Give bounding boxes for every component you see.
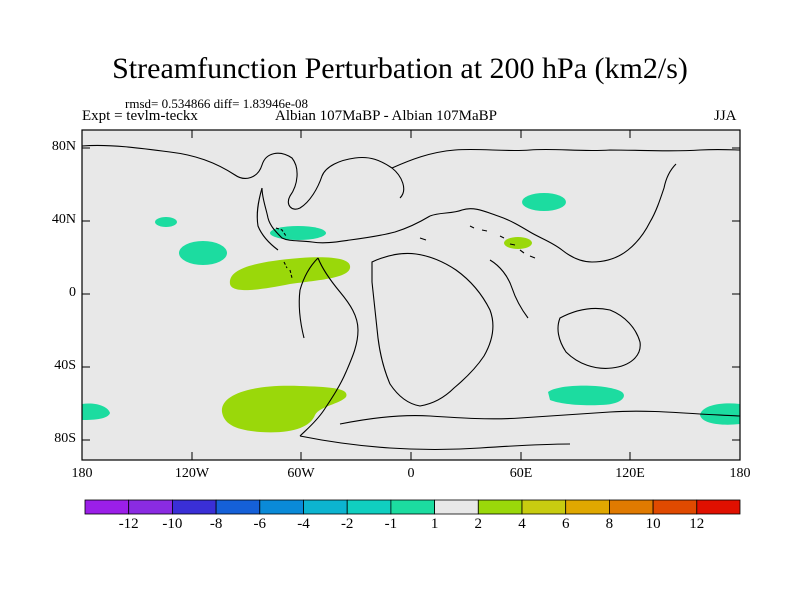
lat-label: 40S (54, 358, 76, 373)
map-title: Streamfunction Perturbation at 200 hPa (… (112, 52, 688, 85)
colorbar-label: 6 (561, 516, 570, 532)
colorbar-label: -2 (340, 516, 354, 532)
colorbar-box (565, 499, 610, 515)
lon-label: 120W (174, 466, 210, 481)
colorbar-box (215, 499, 261, 515)
lat-label: 80S (54, 431, 76, 446)
colorbar-box (477, 499, 523, 515)
lon-label: 120E (615, 466, 645, 481)
colorbar-box (346, 499, 392, 515)
colorbar-label: -10 (162, 516, 183, 532)
anomaly-patch (504, 237, 532, 249)
colorbar-box (434, 499, 479, 515)
colorbar-box (696, 499, 741, 515)
anomaly-patch (700, 403, 740, 425)
anomaly-patch (229, 257, 351, 291)
lon-label: 0 (407, 466, 415, 481)
colorbar-box (259, 499, 304, 515)
lat-label: 0 (69, 285, 76, 300)
colorbar-label: 10 (645, 516, 661, 532)
colorbar-box (609, 499, 654, 515)
colorbar-box (390, 499, 435, 515)
season-label: JJA (714, 108, 737, 124)
colorbar-box (128, 499, 173, 515)
lat-label: 40N (51, 212, 76, 227)
anomaly-patch (179, 241, 227, 265)
anomaly-patch (270, 226, 326, 240)
colorbar-box (303, 499, 348, 515)
colorbar-label: 2 (474, 516, 483, 532)
colorbar-label: -4 (297, 516, 310, 532)
anomaly-layer (82, 193, 740, 433)
lon-label: 60W (287, 466, 315, 481)
axis-ticks (81, 130, 741, 460)
lon-label: 180 (71, 466, 93, 481)
lon-label: 60E (509, 466, 533, 481)
colorbar-box (652, 499, 698, 515)
colorbar-label: -8 (209, 516, 223, 532)
anomaly-patch (155, 217, 177, 227)
stats-text: rmsd= 0.534866 diff= 1.83946e-08 (125, 96, 309, 111)
lon-label: 180 (729, 466, 751, 481)
experiment-label: Expt = tevlm-teckx (82, 108, 198, 124)
lat-label: 80N (51, 139, 76, 154)
anomaly-patch (221, 385, 347, 433)
colorbar-label: -12 (118, 516, 139, 532)
anomaly-patch (548, 385, 624, 406)
anomaly-patch (522, 193, 566, 211)
colorbar-label: 8 (605, 516, 614, 532)
period-label: Albian 107MaBP - Albian 107MaBP (275, 108, 497, 124)
colorbar-label: 1 (430, 516, 439, 532)
map-background (82, 130, 740, 460)
colorbar-label: 4 (518, 516, 526, 532)
colorbar-label: -6 (253, 516, 267, 532)
coastlines (81, 144, 741, 451)
colorbar (84, 499, 741, 515)
colorbar-label: -1 (384, 516, 398, 532)
colorbar-box (171, 499, 217, 515)
colorbar-box (84, 499, 130, 515)
colorbar-box (521, 499, 567, 515)
colorbar-label: 12 (689, 516, 705, 532)
anomaly-patch (82, 403, 110, 420)
